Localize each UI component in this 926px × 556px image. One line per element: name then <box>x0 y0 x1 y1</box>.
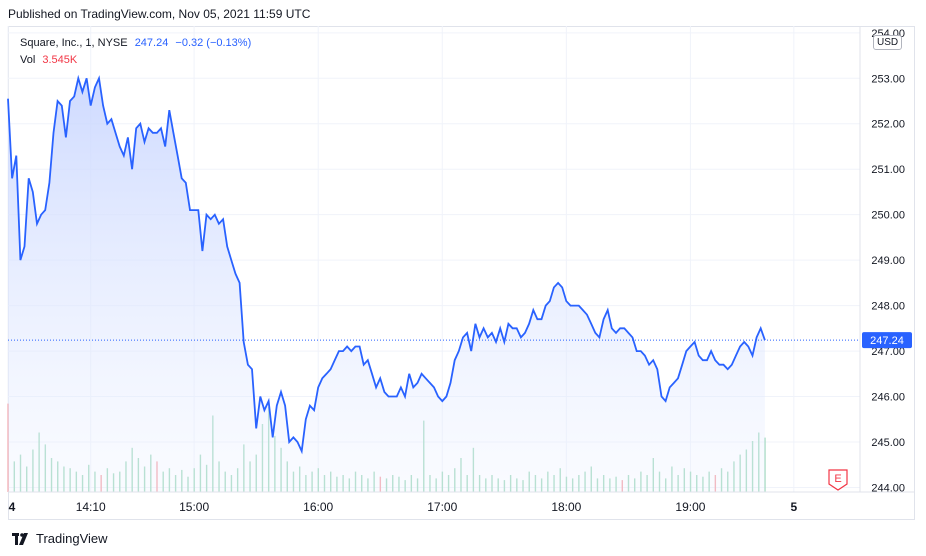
chart-legend: Square, Inc., 1, NYSE 247.24 −0.32 (−0.1… <box>20 35 255 69</box>
currency-badge[interactable]: USD <box>873 35 903 50</box>
time-tick-label: 19:00 <box>675 500 705 514</box>
price-tick-label: 248.00 <box>871 301 905 313</box>
volume-label: Vol <box>20 54 36 66</box>
time-tick-label: 4 <box>9 500 16 514</box>
brand-name: TradingView <box>36 531 108 546</box>
volume-bar <box>764 437 766 492</box>
price-tick-label: 250.00 <box>871 210 905 222</box>
price-tick-label: 252.00 <box>871 119 905 131</box>
price-tick-label: 251.00 <box>871 164 905 176</box>
price-tick-label: 249.00 <box>871 255 905 267</box>
tradingview-logo-icon <box>12 532 28 545</box>
last-price-tag: 247.24 <box>862 332 912 349</box>
price-area-fill <box>8 78 765 493</box>
tradingview-brand[interactable]: TradingView <box>12 531 108 546</box>
last-price-label: 247.24 <box>870 335 904 347</box>
earnings-badge-shape <box>828 469 848 491</box>
legend-volume-row: Vol 3.545K <box>20 52 255 69</box>
legend-change: −0.32 (−0.13%) <box>175 37 252 49</box>
price-tick-label: 244.00 <box>871 482 905 494</box>
published-caption: Published on TradingView.com, Nov 05, 20… <box>8 7 311 21</box>
price-line <box>7 74 766 455</box>
time-tick-label: 17:00 <box>427 500 457 514</box>
earnings-badge[interactable]: E <box>828 469 848 491</box>
legend-symbol-row: Square, Inc., 1, NYSE 247.24 −0.32 (−0.1… <box>20 35 255 52</box>
price-tick-label: 247.00 <box>871 346 905 358</box>
time-tick-label: 5 <box>790 500 797 514</box>
time-tick-label: 16:00 <box>303 500 333 514</box>
volume-value: 3.545K <box>42 54 78 66</box>
symbol-name[interactable]: Square, Inc., 1, NYSE <box>20 37 128 49</box>
time-tick-label: 14:10 <box>76 500 106 514</box>
price-tick-label: 245.00 <box>871 437 905 449</box>
price-axis[interactable]: 254.00253.00252.00251.00250.00249.00248.… <box>871 28 905 495</box>
time-axis[interactable]: 4 14:10 15:00 16:00 17:00 18:00 19:00 5 <box>9 500 798 514</box>
legend-price: 247.24 <box>134 37 169 49</box>
time-tick-label: 18:00 <box>551 500 581 514</box>
earnings-badge-label: E <box>834 473 841 485</box>
price-tick-label: 246.00 <box>871 392 905 404</box>
price-tick-label: 253.00 <box>871 73 905 85</box>
time-tick-label: 15:00 <box>179 500 209 514</box>
